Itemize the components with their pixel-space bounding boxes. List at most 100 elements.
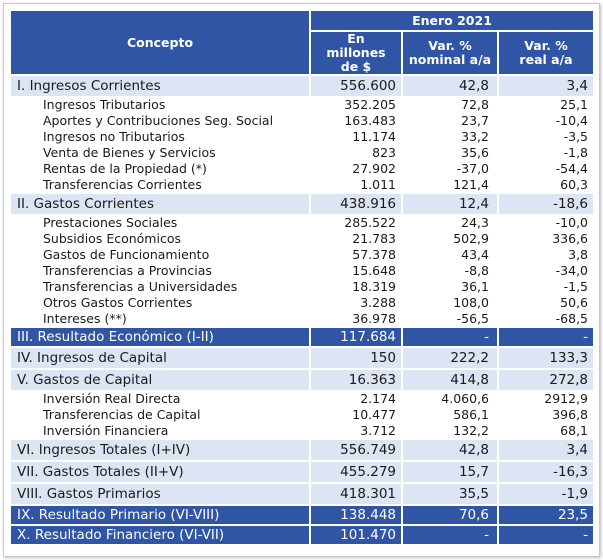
table-row: Inversión Financiera 3.712 132,2 68,1 xyxy=(11,422,594,438)
table-row: Ingresos no Tributarios 11.174 33,2 -3,5 xyxy=(11,128,594,144)
table-row: Rentas de la Propiedad (*) 27.902 -37,0 -54… xyxy=(11,160,594,176)
row-value-millions: 3.712 xyxy=(309,422,401,438)
table-row: Venta de Bienes y Servicios 823 35,6 -1,8 xyxy=(11,144,594,160)
header-var-real-label: Var. % real a/a xyxy=(519,38,573,67)
header-var-nominal-label: Var. % nominal a/a xyxy=(408,38,492,67)
row-var-nominal: 414,8 xyxy=(401,368,497,390)
row-value-millions: 21.783 xyxy=(309,230,401,246)
row-label: IX. Resultado Primario (VI-VIII) xyxy=(11,504,309,524)
row-var-real: -34,0 xyxy=(497,262,594,278)
row-label: Inversión Financiera xyxy=(11,422,309,438)
row-var-nominal: -8,8 xyxy=(401,262,497,278)
row-label: Transferencias de Capital xyxy=(11,406,309,422)
section-row: V. Gastos de Capital 16.363 414,8 272,8 xyxy=(11,368,594,390)
section-row: VII. Gastos Totales (II+V) 455.279 15,7 -16… xyxy=(11,460,594,482)
row-value-millions: 455.279 xyxy=(309,460,401,482)
section-row: II. Gastos Corrientes 438.916 12,4 -18,6 xyxy=(11,192,594,214)
row-var-nominal: - xyxy=(401,524,497,544)
section-row: IV. Ingresos de Capital 150 222,2 133,3 xyxy=(11,346,594,368)
row-label: Transferencias a Universidades xyxy=(11,278,309,294)
row-label: Ingresos Tributarios xyxy=(11,96,309,112)
header-millions-label: En millones de $ xyxy=(326,31,386,74)
row-value-millions: 150 xyxy=(309,346,401,368)
row-value-millions: 352.205 xyxy=(309,96,401,112)
row-label: VIII. Gastos Primarios xyxy=(11,482,309,504)
row-value-millions: 138.448 xyxy=(309,504,401,524)
result-row: IX. Resultado Primario (VI-VIII) 138.448 7… xyxy=(11,504,594,524)
row-var-real: 23,5 xyxy=(497,504,594,524)
row-value-millions: 3.288 xyxy=(309,294,401,310)
row-label: Ingresos no Tributarios xyxy=(11,128,309,144)
table-row: Subsidios Económicos 21.783 502,9 336,6 xyxy=(11,230,594,246)
row-var-nominal: 586,1 xyxy=(401,406,497,422)
table-row: Transferencias a Provincias 15.648 -8,8 -34… xyxy=(11,262,594,278)
row-var-nominal: 23,7 xyxy=(401,112,497,128)
row-var-nominal: 36,1 xyxy=(401,278,497,294)
row-var-nominal: 121,4 xyxy=(401,176,497,192)
row-label: Gastos de Funcionamiento xyxy=(11,246,309,262)
header-period: Enero 2021 xyxy=(309,11,594,32)
row-var-real: -1,5 xyxy=(497,278,594,294)
row-value-millions: 556.749 xyxy=(309,438,401,460)
row-value-millions: 2.174 xyxy=(309,390,401,406)
row-var-nominal: 72,8 xyxy=(401,96,497,112)
row-var-real: 3,4 xyxy=(497,438,594,460)
row-var-real: -1,9 xyxy=(497,482,594,504)
fiscal-table: Concepto Enero 2021 En millones de $ Var… xyxy=(11,11,594,544)
table-row: Transferencias Corrientes 1.011 121,4 60,3 xyxy=(11,176,594,192)
row-label: Aportes y Contribuciones Seg. Social xyxy=(11,112,309,128)
row-label: Inversión Real Directa xyxy=(11,390,309,406)
row-label: I. Ingresos Corrientes xyxy=(11,74,309,96)
row-var-nominal: 42,8 xyxy=(401,74,497,96)
row-var-nominal: 35,5 xyxy=(401,482,497,504)
row-value-millions: 18.319 xyxy=(309,278,401,294)
table-row: Transferencias a Universidades 18.319 36,1… xyxy=(11,278,594,294)
row-var-real: 60,3 xyxy=(497,176,594,192)
row-var-nominal: 33,2 xyxy=(401,128,497,144)
row-label: Venta de Bienes y Servicios xyxy=(11,144,309,160)
header-concept: Concepto xyxy=(11,11,309,74)
result-row: X. Resultado Financiero (VI-VII) 101.470-… xyxy=(11,524,594,544)
row-var-real: 336,6 xyxy=(497,230,594,246)
row-label: Prestaciones Sociales xyxy=(11,214,309,230)
table-header: Concepto Enero 2021 En millones de $ Var… xyxy=(11,11,594,74)
row-var-nominal: -56,5 xyxy=(401,310,497,326)
row-value-millions: 556.600 xyxy=(309,74,401,96)
row-var-real: -54,4 xyxy=(497,160,594,176)
row-label: Intereses (**) xyxy=(11,310,309,326)
row-value-millions: 163.483 xyxy=(309,112,401,128)
row-label: VI. Ingresos Totales (I+IV) xyxy=(11,438,309,460)
row-var-nominal: 222,2 xyxy=(401,346,497,368)
row-label: Transferencias Corrientes xyxy=(11,176,309,192)
row-var-nominal: 15,7 xyxy=(401,460,497,482)
row-var-nominal: 12,4 xyxy=(401,192,497,214)
row-var-nominal: 24,3 xyxy=(401,214,497,230)
header-var-real: Var. % real a/a xyxy=(497,32,594,74)
row-var-real: -16,3 xyxy=(497,460,594,482)
row-var-nominal: 502,9 xyxy=(401,230,497,246)
row-var-nominal: 43,4 xyxy=(401,246,497,262)
row-var-real: -1,8 xyxy=(497,144,594,160)
row-var-real: 3,8 xyxy=(497,246,594,262)
row-var-nominal: 35,6 xyxy=(401,144,497,160)
row-value-millions: 438.916 xyxy=(309,192,401,214)
row-value-millions: 16.363 xyxy=(309,368,401,390)
row-var-nominal: 108,0 xyxy=(401,294,497,310)
row-var-real: 272,8 xyxy=(497,368,594,390)
row-value-millions: 1.011 xyxy=(309,176,401,192)
row-var-real: 68,1 xyxy=(497,422,594,438)
section-row: VIII. Gastos Primarios 418.301 35,5 -1,9 xyxy=(11,482,594,504)
row-value-millions: 10.477 xyxy=(309,406,401,422)
row-var-nominal: 70,6 xyxy=(401,504,497,524)
result-row: III. Resultado Económico (I-II) 117.684- - xyxy=(11,326,594,346)
table-body: I. Ingresos Corrientes 556.600 42,8 3,4 Ingr… xyxy=(11,74,594,544)
row-var-real: 2912,9 xyxy=(497,390,594,406)
table-row: Inversión Real Directa 2.174 4.060,6 2912,9 xyxy=(11,390,594,406)
header-millions: En millones de $ xyxy=(309,32,401,74)
row-value-millions: 101.470 xyxy=(309,524,401,544)
row-value-millions: 36.978 xyxy=(309,310,401,326)
row-var-real: 50,6 xyxy=(497,294,594,310)
row-label: VII. Gastos Totales (II+V) xyxy=(11,460,309,482)
row-var-real: -3,5 xyxy=(497,128,594,144)
table-row: Transferencias de Capital 10.477 586,1 396,… xyxy=(11,406,594,422)
